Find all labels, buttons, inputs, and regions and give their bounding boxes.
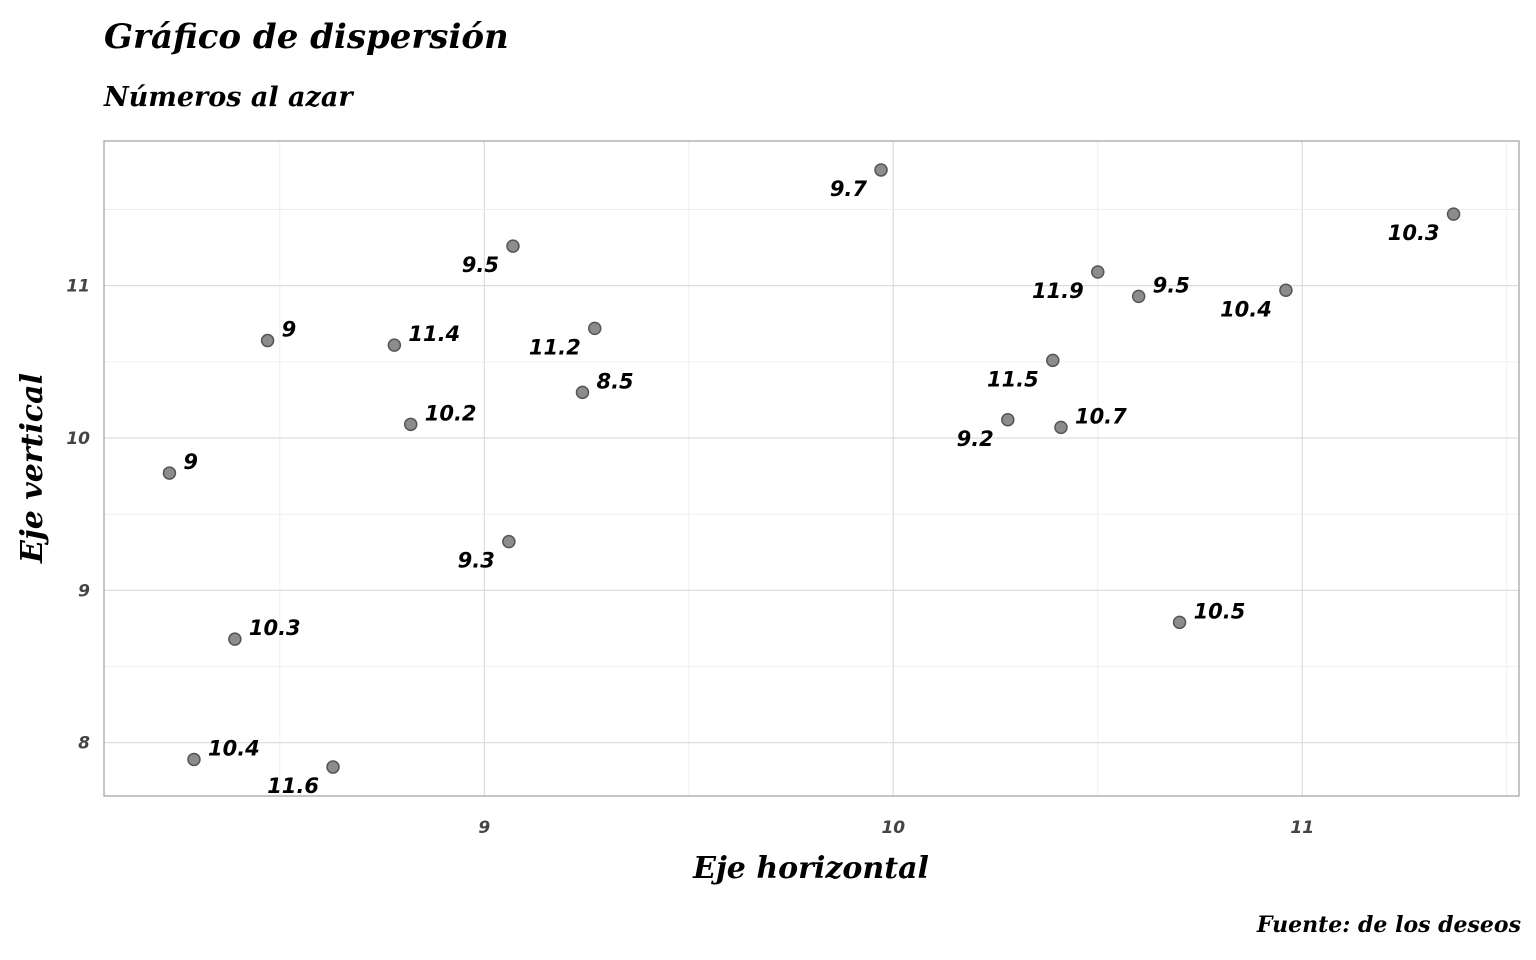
y-axis-title: Eje vertical <box>15 373 50 564</box>
data-point <box>502 534 516 549</box>
data-label: 9.2 <box>957 427 994 451</box>
data-point <box>588 321 602 336</box>
chart-subtitle: Números al azar <box>103 82 354 113</box>
data-label: 9 <box>282 318 297 342</box>
plot-panel <box>103 140 1520 797</box>
data-point <box>1131 289 1146 304</box>
data-label: 9.5 <box>1153 273 1190 297</box>
x-axis-ticks: 9 10 11 <box>478 818 1314 838</box>
data-point <box>1172 615 1187 630</box>
y-axis-ticks: 8 9 10 11 <box>66 277 90 754</box>
data-label: 10.4 <box>208 736 260 760</box>
grid-lines <box>104 141 1519 796</box>
y-tick-label: 10 <box>66 429 90 449</box>
data-point <box>187 752 201 767</box>
data-point <box>506 239 520 253</box>
data-label: 11.5 <box>987 367 1039 391</box>
data-point <box>1001 413 1015 427</box>
data-label: 10.5 <box>1194 599 1246 623</box>
data-point <box>874 163 888 177</box>
data-labels: 9 10.4 10.3 9 11.6 11.4 10.2 9.3 9.5 8.5 11.2 9.7 9.… <box>183 177 1439 798</box>
x-axis-title: Eje horizontal <box>692 851 929 886</box>
data-label: 8.5 <box>596 369 633 393</box>
data-point <box>575 385 590 400</box>
data-point <box>403 417 418 432</box>
y-tick-label: 11 <box>66 277 90 297</box>
data-label: 9 <box>183 450 198 474</box>
chart-title: Gráfico de dispersión <box>104 17 509 57</box>
data-label: 9.3 <box>458 549 495 573</box>
data-label: 9.7 <box>830 177 868 201</box>
data-point <box>260 333 275 348</box>
data-point <box>1279 283 1293 298</box>
data-label: 10.2 <box>425 401 477 425</box>
data-points <box>162 163 1461 774</box>
data-point <box>1046 353 1060 368</box>
data-point <box>162 466 177 480</box>
data-label: 10.3 <box>249 616 301 640</box>
data-label: 10.3 <box>1388 221 1440 245</box>
y-tick-label: 9 <box>78 581 90 601</box>
data-point <box>326 760 340 774</box>
data-point <box>1446 207 1461 221</box>
data-label: 11.4 <box>408 322 460 346</box>
data-label: 11.6 <box>267 774 319 798</box>
data-label: 11.9 <box>1032 279 1084 303</box>
data-label: 9.5 <box>462 253 499 277</box>
x-tick-label: 9 <box>478 818 490 838</box>
chart-caption: Fuente: de los deseos <box>1256 912 1521 938</box>
y-tick-label: 8 <box>78 734 90 754</box>
data-label: 10.7 <box>1075 404 1127 428</box>
data-point <box>387 338 402 352</box>
x-tick-label: 10 <box>881 818 905 838</box>
data-point <box>1091 265 1105 279</box>
data-point <box>1054 420 1068 435</box>
x-tick-label: 11 <box>1290 818 1314 838</box>
data-label: 11.2 <box>529 335 581 359</box>
data-label: 10.4 <box>1220 297 1272 321</box>
data-point <box>228 632 242 646</box>
